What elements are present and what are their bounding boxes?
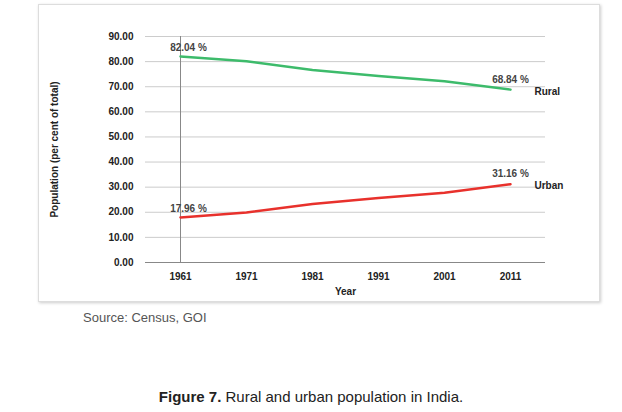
svg-text:2001: 2001 [433,271,456,282]
svg-text:80.00: 80.00 [108,56,133,67]
svg-text:60.00: 60.00 [108,106,133,117]
svg-text:1991: 1991 [367,271,390,282]
html-text:Source: Census, GOI: Source: Census, GOI [83,310,207,325]
svg-text:Year: Year [335,286,356,297]
svg-text:1981: 1981 [301,271,324,282]
svg-text:31.16 %: 31.16 % [492,168,529,179]
svg-text:70.00: 70.00 [108,81,133,92]
svg-text:1961: 1961 [169,271,192,282]
svg-text:40.00: 40.00 [108,156,133,167]
svg-text:2011: 2011 [500,271,522,282]
svg-text:Population (per cent of total): Population (per cent of total) [49,81,60,217]
svg-text:10.00: 10.00 [108,232,133,243]
svg-text:Urban: Urban [535,180,564,191]
svg-text:68.84 %: 68.84 % [492,74,529,85]
svg-text:17.96 %: 17.96 % [170,203,207,214]
svg-text:50.00: 50.00 [108,131,133,142]
svg-text:0.00: 0.00 [114,257,134,268]
html-text:Figure 7. Rural and urban popu: Figure 7. Rural and urban population in … [158,388,464,405]
svg-text:Rural: Rural [535,86,561,97]
svg-text:1971: 1971 [235,271,258,282]
svg-text:20.00: 20.00 [108,206,133,217]
svg-text:30.00: 30.00 [108,181,133,192]
svg-text:82.04 %: 82.04 % [170,42,207,53]
svg-text:90.00: 90.00 [108,31,133,42]
